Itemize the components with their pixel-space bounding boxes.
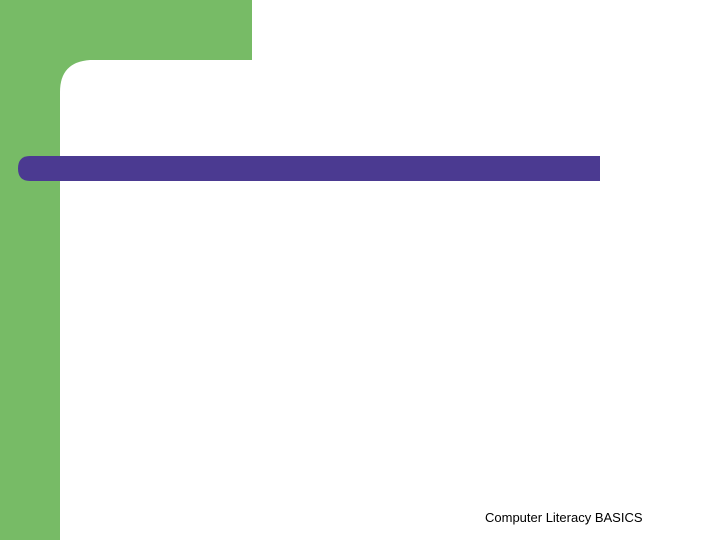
purple-title-bar	[18, 156, 600, 181]
footer-text: Computer Literacy BASICS	[485, 510, 643, 525]
green-left-bar	[0, 0, 60, 540]
green-corner	[60, 60, 90, 92]
